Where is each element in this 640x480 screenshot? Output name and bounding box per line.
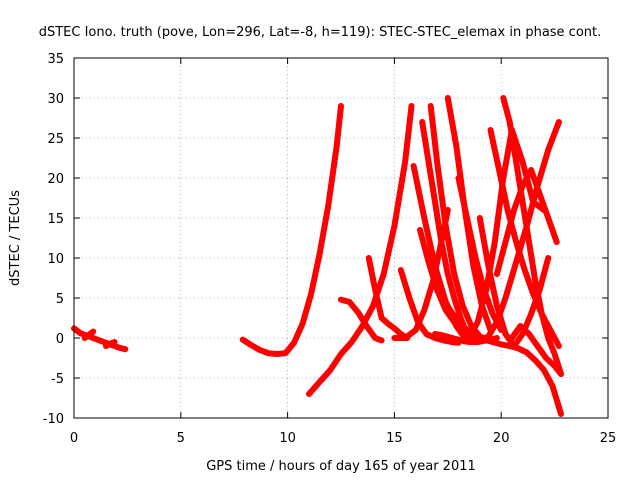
x-tick-label: 10 xyxy=(279,431,296,446)
y-axis-label: dSTEC / TECUs xyxy=(8,190,23,286)
series-line xyxy=(338,296,385,344)
chart-title: dSTEC Iono. truth (pove, Lon=296, Lat=-8… xyxy=(39,25,602,40)
series-line xyxy=(103,339,118,349)
series-line xyxy=(306,103,415,397)
y-tick-label: 35 xyxy=(47,52,64,67)
x-tick-label: 20 xyxy=(493,431,510,446)
series-line xyxy=(81,328,97,341)
series-line xyxy=(493,167,560,277)
plot-area xyxy=(71,95,564,417)
y-tick-label: 15 xyxy=(47,212,64,227)
series-line xyxy=(397,267,462,346)
series-line xyxy=(438,291,564,417)
series-line xyxy=(365,255,411,341)
plot-frame xyxy=(73,57,609,419)
series-line xyxy=(500,95,564,377)
x-tick-label: 5 xyxy=(177,431,185,446)
series-line xyxy=(508,323,564,377)
x-tick-label: 0 xyxy=(70,431,78,446)
y-tick-label: 5 xyxy=(56,292,64,307)
series-line xyxy=(71,325,129,353)
series-line xyxy=(239,103,344,357)
x-tick-label: 25 xyxy=(600,431,617,446)
x-axis: 0 5 10 15 20 25 xyxy=(70,58,616,446)
y-tick-label: 10 xyxy=(47,252,64,267)
series-line xyxy=(455,175,505,333)
y-tick-label: -5 xyxy=(51,372,64,387)
y-axis: -10 -5 0 5 10 15 20 25 30 35 xyxy=(43,52,608,427)
y-tick-label: -10 xyxy=(43,412,64,427)
y-tick-label: 25 xyxy=(47,132,64,147)
series-line xyxy=(432,331,490,345)
y-tick-label: 0 xyxy=(56,332,64,347)
y-tick-label: 30 xyxy=(47,92,64,107)
x-tick-label: 15 xyxy=(386,431,403,446)
x-axis-label: GPS time / hours of day 165 of year 2011 xyxy=(206,459,476,474)
y-tick-label: 20 xyxy=(47,172,64,187)
